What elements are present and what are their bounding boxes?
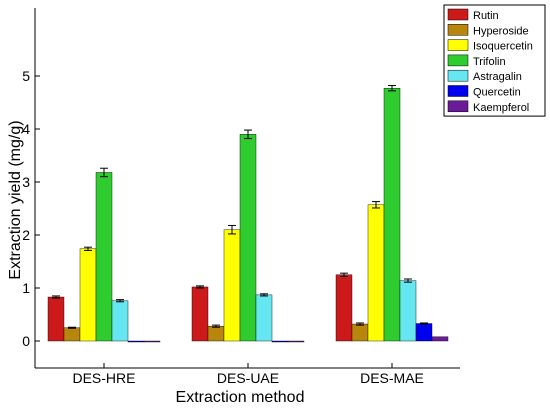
- x-tick-label: DES-UAE: [217, 370, 279, 386]
- bar: [63, 327, 81, 342]
- bar: [351, 323, 369, 342]
- x-axis-ticks: DES-HRE DES-UAE DES-MAE: [72, 363, 424, 386]
- bar: [415, 323, 433, 342]
- legend-label: Astragalin: [473, 71, 522, 83]
- bar: [399, 280, 417, 342]
- legend-label: Kaempferol: [473, 102, 529, 114]
- bar: [239, 134, 257, 342]
- x-axis-title: Extraction method: [176, 389, 305, 406]
- y-tick-label: 1: [22, 280, 30, 296]
- legend-swatch: [447, 54, 469, 67]
- legend-swatch: [447, 85, 469, 97]
- bar: [223, 229, 241, 342]
- bar: [47, 296, 65, 342]
- legend-swatch: [447, 100, 469, 113]
- legend-swatch: [447, 24, 469, 36]
- bar: [271, 340, 289, 343]
- y-tick-label: 4: [22, 121, 30, 137]
- legend-label: Trifolin: [473, 56, 506, 68]
- bar: [383, 87, 401, 342]
- legend-label: Isoquercetin: [473, 41, 533, 53]
- bar: [255, 294, 273, 342]
- bar: [287, 340, 305, 343]
- legend: Rutin Hyperoside Isoquercetin Trifolin Astra…: [443, 4, 546, 117]
- legend-swatch: [447, 69, 469, 82]
- x-tick-label: DES-MAE: [360, 370, 424, 386]
- plot-area: [34, 8, 460, 369]
- legend-label: Quercetin: [473, 87, 521, 99]
- bar: [95, 172, 113, 342]
- legend-swatch: [447, 39, 469, 51]
- bar: [207, 325, 225, 342]
- bar: [111, 300, 129, 342]
- y-tick-label: 3: [22, 174, 30, 190]
- bar: [191, 286, 209, 342]
- y-axis-ticks: 0 1 2 3 4 5: [22, 68, 40, 349]
- bar: [431, 336, 449, 342]
- legend-label: Rutin: [473, 10, 499, 22]
- y-axis-title: Extraction yield (mg/g): [7, 120, 24, 279]
- bar: [335, 274, 353, 342]
- y-tick-label: 5: [22, 68, 30, 84]
- bar: [143, 340, 161, 343]
- y-tick-label: 0: [22, 333, 30, 349]
- bar: [367, 204, 385, 342]
- legend-swatch: [447, 8, 469, 21]
- x-tick-label: DES-HRE: [72, 370, 135, 386]
- bar: [127, 340, 145, 343]
- bar: [79, 248, 97, 342]
- y-tick-label: 2: [22, 227, 30, 243]
- legend-label: Hyperoside: [473, 25, 529, 37]
